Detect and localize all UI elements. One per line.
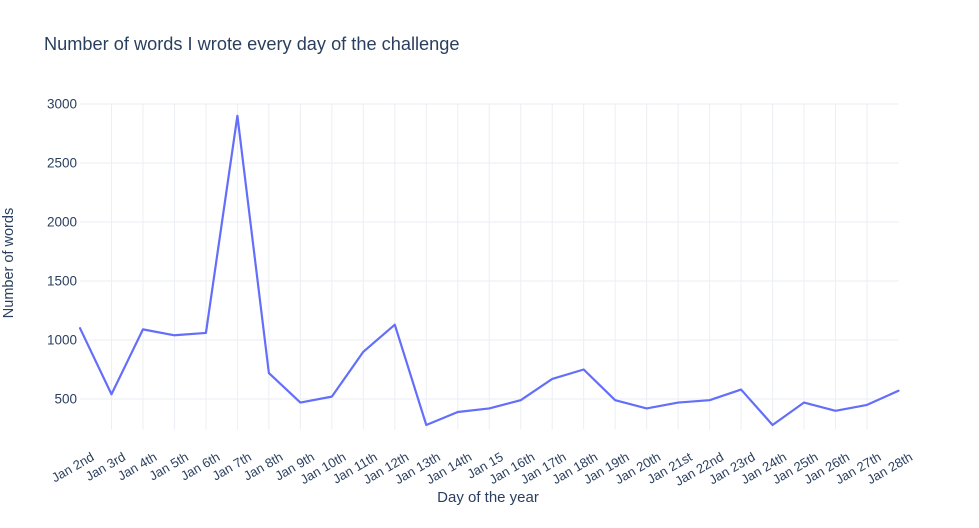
svg-text:3000: 3000 (47, 97, 77, 112)
svg-text:2500: 2500 (47, 156, 77, 171)
svg-text:2000: 2000 (47, 215, 77, 230)
svg-text:500: 500 (54, 392, 77, 407)
svg-text:1000: 1000 (47, 333, 77, 348)
svg-text:1500: 1500 (47, 274, 77, 289)
